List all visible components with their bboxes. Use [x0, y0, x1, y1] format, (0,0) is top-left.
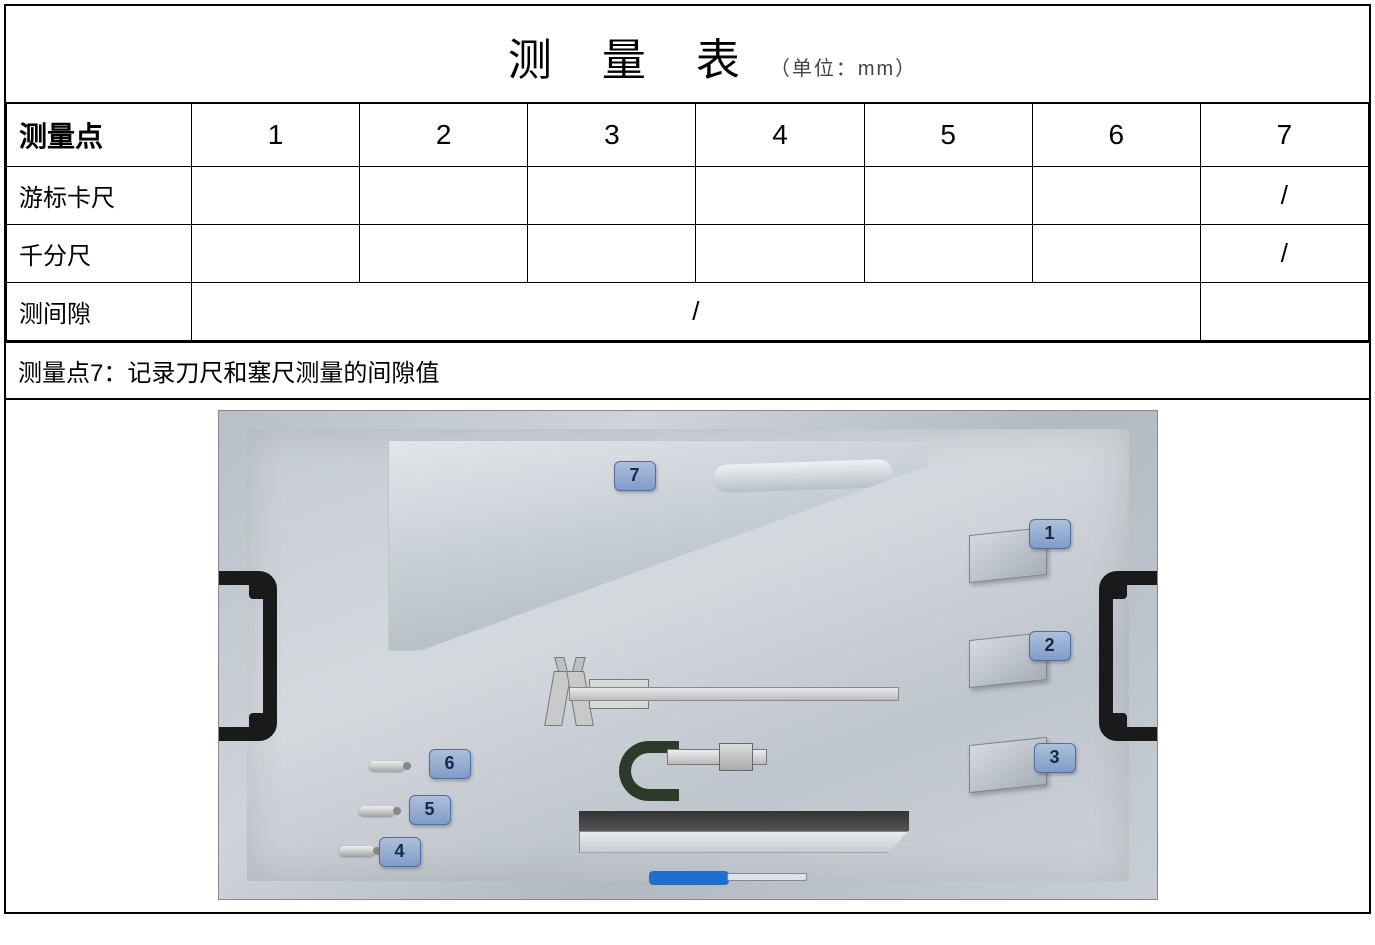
col-4: 4	[696, 104, 864, 166]
row-vernier: 游标卡尺 /	[7, 166, 1369, 224]
cell	[192, 166, 360, 224]
marker-6: 6	[429, 749, 471, 779]
cell	[360, 166, 528, 224]
title-row: 测量表 （单位：mm）	[6, 6, 1369, 104]
marker-3: 3	[1034, 743, 1076, 773]
col-5: 5	[864, 104, 1032, 166]
cell	[1032, 224, 1200, 282]
row-gap: 测间隙 /	[7, 282, 1369, 340]
row-label-vernier: 游标卡尺	[7, 166, 192, 224]
col-1: 1	[192, 104, 360, 166]
cell	[696, 224, 864, 282]
header-row: 测量点 1 2 3 4 5 6 7	[7, 104, 1369, 166]
vernier-caliper	[529, 661, 899, 721]
marker-4: 4	[379, 837, 421, 867]
gap-span-cell: /	[192, 282, 1201, 340]
tray-handle-right	[1099, 571, 1158, 741]
pin-4	[339, 846, 375, 856]
header-label: 测量点	[7, 104, 192, 166]
marker-7: 7	[614, 461, 656, 491]
note-row: 测量点7：记录刀尺和塞尺测量的间隙值	[6, 341, 1369, 398]
col-7: 7	[1200, 104, 1368, 166]
pin-5	[359, 806, 395, 816]
col-2: 2	[360, 104, 528, 166]
marker-2: 2	[1029, 631, 1071, 661]
cell	[192, 224, 360, 282]
cell	[1032, 166, 1200, 224]
row-label-gap: 测间隙	[7, 282, 192, 340]
tools-photo: 7 1 2 3 6 5 4	[218, 410, 1158, 900]
marker-5: 5	[409, 795, 451, 825]
cell	[528, 166, 696, 224]
col-3: 3	[528, 104, 696, 166]
cell	[528, 224, 696, 282]
col-6: 6	[1032, 104, 1200, 166]
row-micrometer: 千分尺 /	[7, 224, 1369, 282]
measurement-table: 测量点 1 2 3 4 5 6 7 游标卡尺 / 千分尺 /	[6, 104, 1369, 341]
cell	[696, 166, 864, 224]
title-main: 测量表	[458, 24, 790, 88]
row-label-micrometer: 千分尺	[7, 224, 192, 282]
pin-6	[369, 761, 405, 771]
micrometer-tool	[619, 721, 769, 801]
tray-handle-left	[218, 571, 277, 741]
title-unit: （单位：mm）	[770, 52, 917, 81]
cell	[360, 224, 528, 282]
measurement-document: 测量表 （单位：mm） 测量点 1 2 3 4 5 6 7 游标卡尺 / 千分尺	[4, 4, 1371, 914]
cell: /	[1200, 224, 1368, 282]
feeler-gauge	[649, 867, 799, 887]
cell	[864, 224, 1032, 282]
image-row: 7 1 2 3 6 5 4	[6, 398, 1369, 912]
marker-1: 1	[1029, 519, 1071, 549]
gap-last-cell	[1200, 282, 1368, 340]
knife-ruler	[579, 811, 909, 855]
cell	[864, 166, 1032, 224]
cell: /	[1200, 166, 1368, 224]
